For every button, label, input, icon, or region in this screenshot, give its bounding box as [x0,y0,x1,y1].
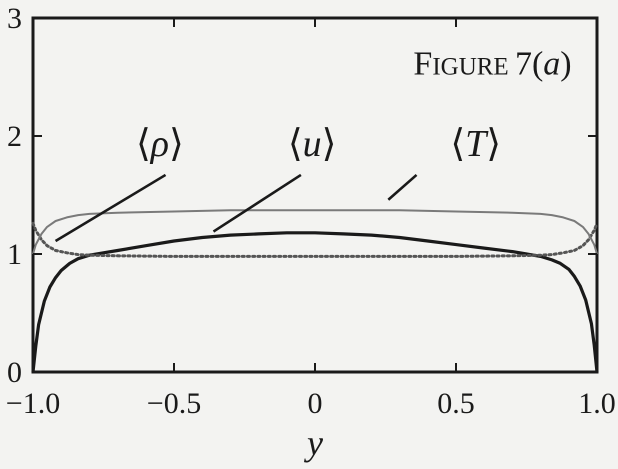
label-bracket-open: ⟨ [136,123,151,165]
series-label: ⟨u⟩ [288,123,337,165]
x-tick-label: 1.0 [578,387,616,420]
curves-layer [31,209,599,373]
series-label: ⟨T⟩ [450,123,501,165]
series-line-2 [31,221,599,258]
label-bracket-close: ⟩ [486,123,501,165]
label-symbol: ρ [150,123,169,165]
x-tick-label: 0.5 [437,387,475,420]
x-tick-label: −0.5 [147,387,201,420]
label-bracket-open: ⟨ [450,123,465,165]
series-line-1 [31,231,599,373]
title-part: F [413,46,432,83]
title-part: 7 [515,46,532,83]
chart-title: FIGURE 7(a) [413,46,571,83]
annotations-layer: ⟨ρ⟩ ⟨u⟩ ⟨T⟩ [54,123,501,243]
leader-line [54,173,167,243]
y-tick-label: 1 [7,238,22,271]
series-line-3 [32,209,598,255]
x-axis-label: y [304,423,323,463]
label-symbol: u [303,123,322,165]
y-tick-label: 0 [7,356,22,389]
y-tick-label: 3 [7,2,22,35]
axes-layer: −1.0 −0.5 0 0.5 1.0 0 1 2 3 [6,2,616,420]
leader-line [387,173,418,201]
title-part: IGURE [432,54,515,81]
series-label: ⟨ρ⟩ [136,123,184,165]
label-bracket-close: ⟩ [169,123,184,165]
x-tick-label: 0 [308,387,323,420]
label-bracket-open: ⟨ [288,123,303,165]
title-part: ( [532,46,543,83]
leader-line [212,173,302,233]
label-symbol: T [465,123,489,165]
title-part: ) [560,46,571,83]
x-tick-label: −1.0 [6,387,60,420]
label-bracket-close: ⟩ [322,123,337,165]
y-tick-label: 2 [7,120,22,153]
title-part: a [543,46,560,83]
